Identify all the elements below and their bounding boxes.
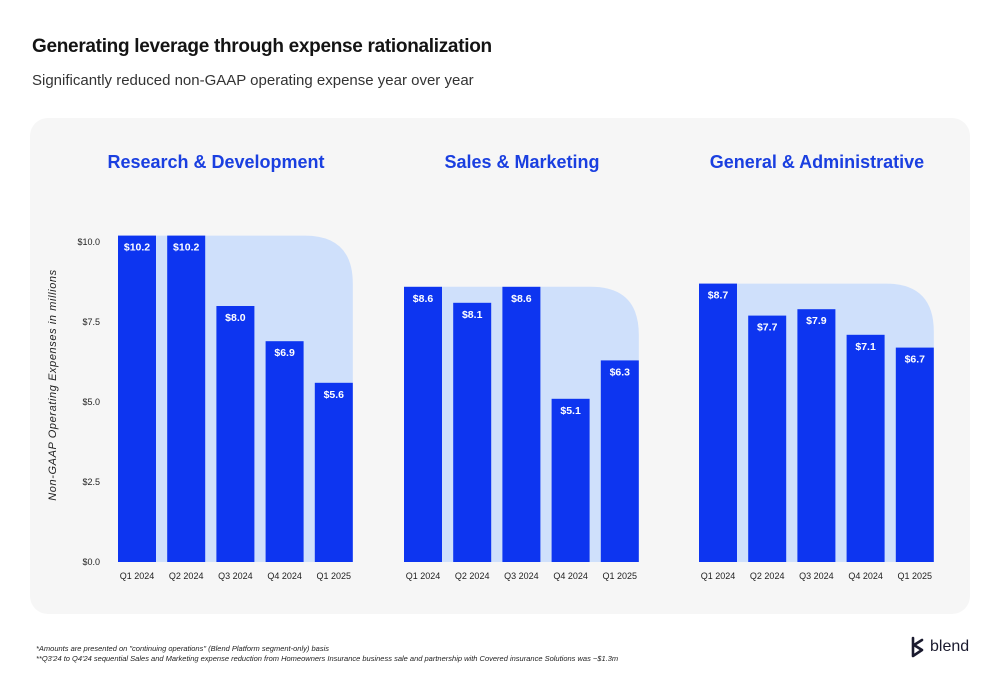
bar-value-label: $6.9: [274, 347, 295, 359]
x-tick-label: Q4 2024: [267, 571, 302, 581]
footnote-1: *Amounts are presented on "continuing op…: [36, 644, 329, 653]
chart-title-research-development: Research & Development: [107, 152, 324, 172]
bar-value-label: $7.9: [806, 315, 827, 327]
x-tick-label: Q1 2025: [603, 571, 638, 581]
y-tick-label: $2.5: [82, 477, 100, 487]
x-tick-label: Q3 2024: [218, 571, 253, 581]
x-tick-label: Q1 2024: [120, 571, 155, 581]
bar-value-label: $6.7: [905, 354, 926, 366]
bar-value-label: $7.1: [855, 341, 876, 353]
y-tick-label: $10.0: [77, 237, 100, 247]
y-axis-label: Non-GAAP Operating Expenses in millions: [47, 269, 59, 500]
x-tick-label: Q1 2024: [406, 571, 441, 581]
y-tick-label: $7.5: [82, 317, 100, 327]
bar: [846, 334, 885, 562]
x-tick-label: Q4 2024: [553, 571, 588, 581]
footnote-2: **Q3'24 to Q4'24 sequential Sales and Ma…: [36, 654, 619, 663]
slide-subtitle: Significantly reduced non-GAAP operating…: [32, 72, 474, 89]
blend-logo-icon: [911, 636, 924, 658]
x-tick-label: Q4 2024: [848, 571, 883, 581]
blend-logo: blend: [910, 634, 969, 660]
y-tick-label: $0.0: [82, 557, 100, 567]
slide-title: Generating leverage through expense rati…: [32, 36, 492, 57]
chart-title-sales-marketing: Sales & Marketing: [444, 152, 599, 172]
x-tick-label: Q2 2024: [455, 571, 490, 581]
x-tick-label: Q1 2024: [701, 571, 736, 581]
x-tick-label: Q2 2024: [169, 571, 204, 581]
x-tick-label: Q1 2025: [898, 571, 933, 581]
bar-value-label: $10.2: [124, 242, 150, 254]
bar: [453, 302, 492, 562]
bar-value-label: $5.6: [324, 389, 345, 401]
footnotes: *Amounts are presented on "continuing op…: [36, 644, 618, 664]
bar-value-label: $8.6: [511, 293, 532, 305]
bar: [600, 360, 639, 562]
bar: [748, 315, 787, 562]
bar-value-label: $6.3: [610, 366, 631, 378]
x-tick-label: Q3 2024: [799, 571, 834, 581]
bar: [895, 347, 934, 562]
bar-value-label: $5.1: [560, 405, 581, 417]
bar: [216, 306, 255, 562]
bar: [118, 235, 156, 562]
bar: [167, 235, 206, 562]
bar-value-label: $8.7: [708, 290, 729, 302]
x-tick-label: Q2 2024: [750, 571, 785, 581]
bar: [314, 382, 353, 562]
bar: [502, 286, 541, 562]
bar-value-label: $8.1: [462, 309, 483, 321]
x-tick-label: Q3 2024: [504, 571, 539, 581]
logo-wordmark: blend: [930, 638, 970, 655]
bar-value-label: $10.2: [173, 242, 199, 254]
y-tick-label: $5.0: [82, 397, 100, 407]
bar: [265, 341, 304, 562]
bar-value-label: $7.7: [757, 322, 778, 334]
bar: [797, 309, 836, 562]
x-tick-label: Q1 2025: [317, 571, 352, 581]
bar: [551, 398, 590, 562]
bar: [404, 286, 442, 562]
bar-value-label: $8.0: [225, 312, 246, 324]
bar: [699, 283, 737, 562]
bar-value-label: $8.6: [413, 293, 434, 305]
chart-title-general-administrative: General & Administrative: [710, 152, 924, 172]
